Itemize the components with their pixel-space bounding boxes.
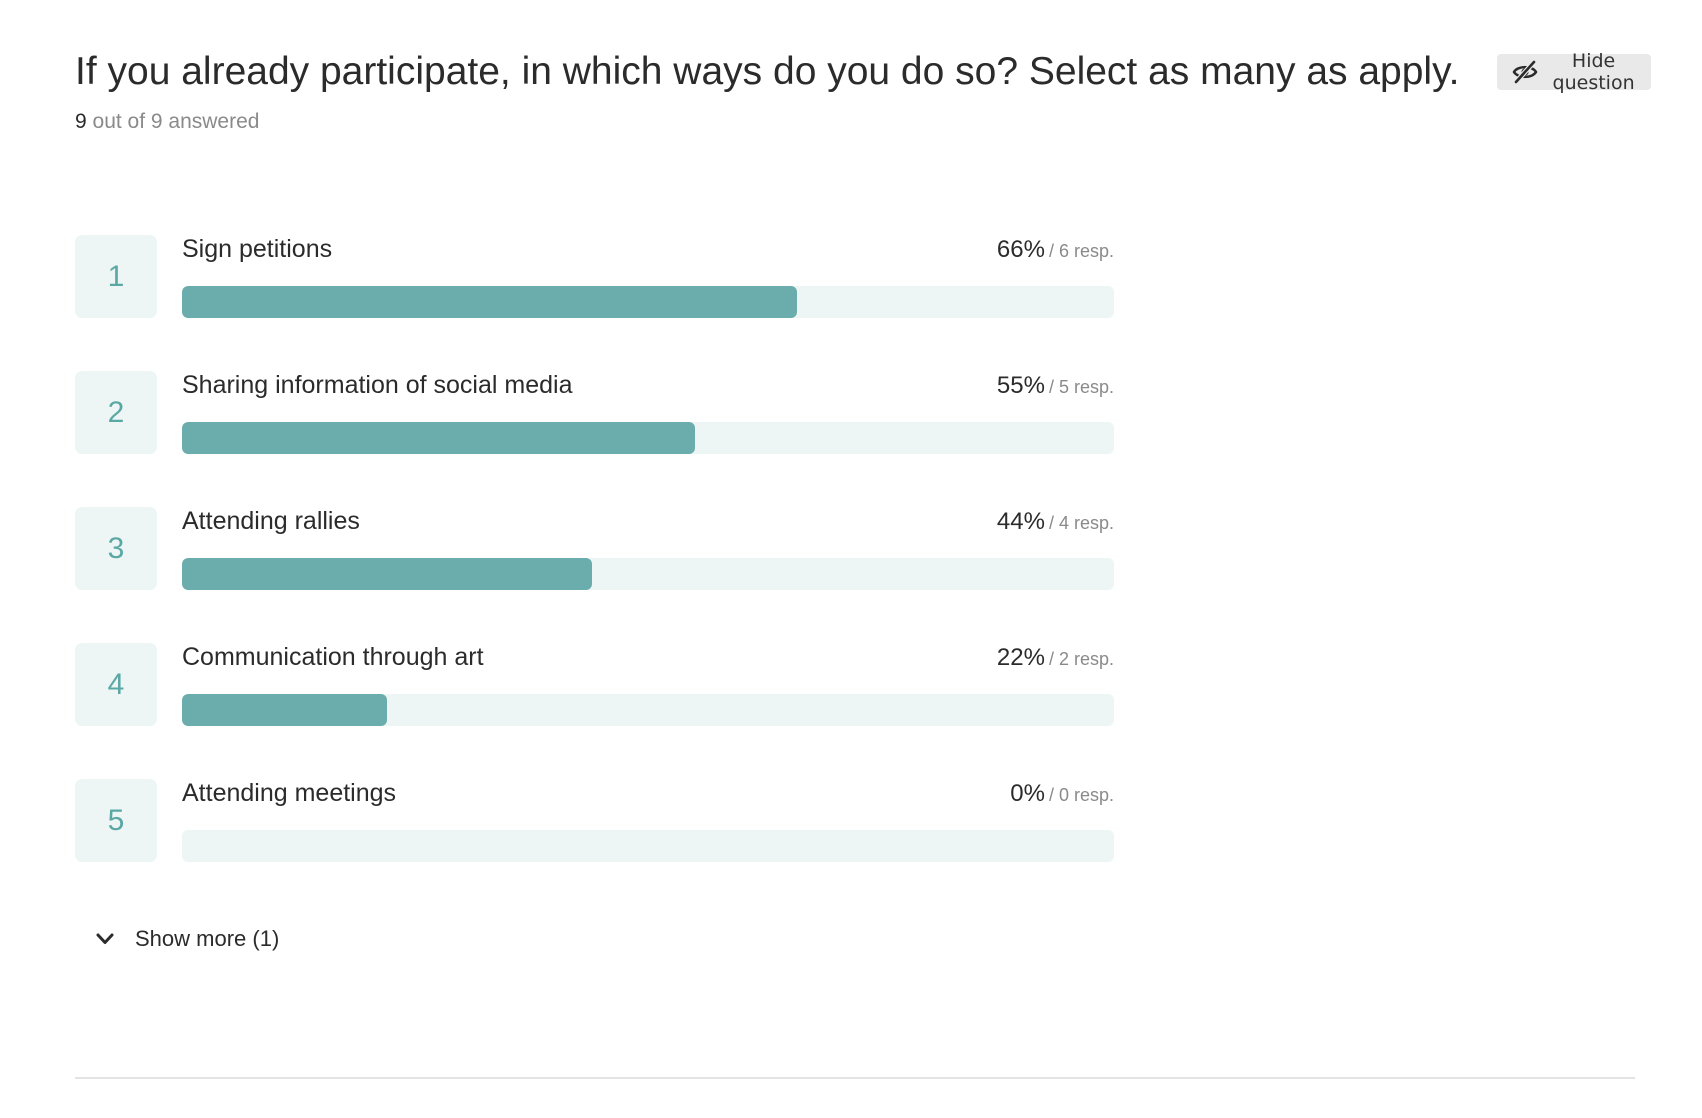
option-bar-fill: [182, 286, 798, 318]
chevron-down-icon: [93, 927, 117, 951]
option-rank: 4: [75, 643, 157, 726]
option-responses: / 5 resp.: [1048, 377, 1114, 397]
option-content: Sharing information of social media 55% /…: [182, 371, 1114, 454]
option-percent: 66%: [996, 236, 1045, 263]
option-percent: 22%: [996, 644, 1045, 671]
option-label: Sign petitions: [182, 235, 333, 263]
option-row: 4 Communication through art 22%/ 2 resp.: [75, 643, 1115, 726]
option-content: Attending meetings 0%/ 0 resp.: [182, 779, 1114, 862]
option-bar-track: [182, 558, 1114, 590]
option-responses: / 6 resp.: [1048, 241, 1114, 261]
option-responses: / 2 resp.: [1048, 649, 1114, 669]
option-content: Attending rallies 44%/ 4 resp.: [182, 507, 1114, 590]
option-content: Communication through art 22%/ 2 resp.: [182, 643, 1114, 726]
option-rank: 5: [75, 779, 157, 862]
option-rank: 1: [75, 235, 157, 318]
option-bar-fill: [182, 694, 388, 726]
hide-question-label: Hide question: [1552, 50, 1635, 94]
option-responses: / 0 resp.: [1048, 785, 1114, 805]
eye-slash-icon: [1511, 58, 1539, 86]
title-row: If you already participate, in which way…: [75, 50, 1651, 94]
option-bar-track: [182, 286, 1114, 318]
question-title: If you already participate, in which way…: [75, 50, 1460, 93]
option-stat: 55%/ 5 resp.: [997, 372, 1114, 400]
option-label: Attending rallies: [182, 507, 360, 535]
show-more-label: Show more (1): [135, 926, 280, 951]
option-responses: / 4 resp.: [1048, 513, 1114, 533]
option-bar-track: [182, 830, 1114, 862]
show-more-button[interactable]: Show more (1): [93, 926, 279, 952]
option-content: Sign petitions 66%/ 6 resp.: [182, 235, 1114, 318]
option-stat: 44%/ 4 resp.: [997, 508, 1114, 536]
option-percent: 44%: [996, 508, 1045, 535]
option-bar-fill: [182, 422, 695, 454]
option-bar-fill: [182, 558, 593, 590]
section-divider: [75, 1077, 1635, 1079]
option-row: 5 Attending meetings 0%/ 0 resp.: [75, 779, 1115, 862]
answered-count: 9: [75, 110, 87, 133]
option-label: Sharing information of social media: [182, 371, 573, 399]
option-label: Communication through art: [182, 643, 484, 671]
hide-question-button[interactable]: Hide question: [1496, 50, 1651, 94]
option-label: Attending meetings: [182, 779, 397, 807]
options-list: 1 Sign petitions 66%/ 6 resp. 2 Sharing …: [75, 235, 1115, 915]
option-rank: 2: [75, 371, 157, 454]
option-bar-track: [182, 694, 1114, 726]
option-row: 3 Attending rallies 44%/ 4 resp.: [75, 507, 1115, 590]
option-bar-track: [182, 422, 1114, 454]
option-stat: 66%/ 6 resp.: [997, 236, 1114, 264]
option-row: 2 Sharing information of social media 55…: [75, 371, 1115, 454]
option-rank: 3: [75, 507, 157, 590]
question-header: If you already participate, in which way…: [75, 50, 1651, 134]
option-percent: 0%: [1010, 780, 1045, 807]
answered-summary: 9 out of 9 answered: [75, 110, 1635, 134]
option-stat: 0%/ 0 resp.: [1010, 780, 1114, 808]
answered-rest: out of 9 answered: [86, 110, 260, 133]
option-row: 1 Sign petitions 66%/ 6 resp.: [75, 235, 1115, 318]
option-percent: 55%: [996, 372, 1045, 399]
option-stat: 22%/ 2 resp.: [997, 644, 1114, 672]
